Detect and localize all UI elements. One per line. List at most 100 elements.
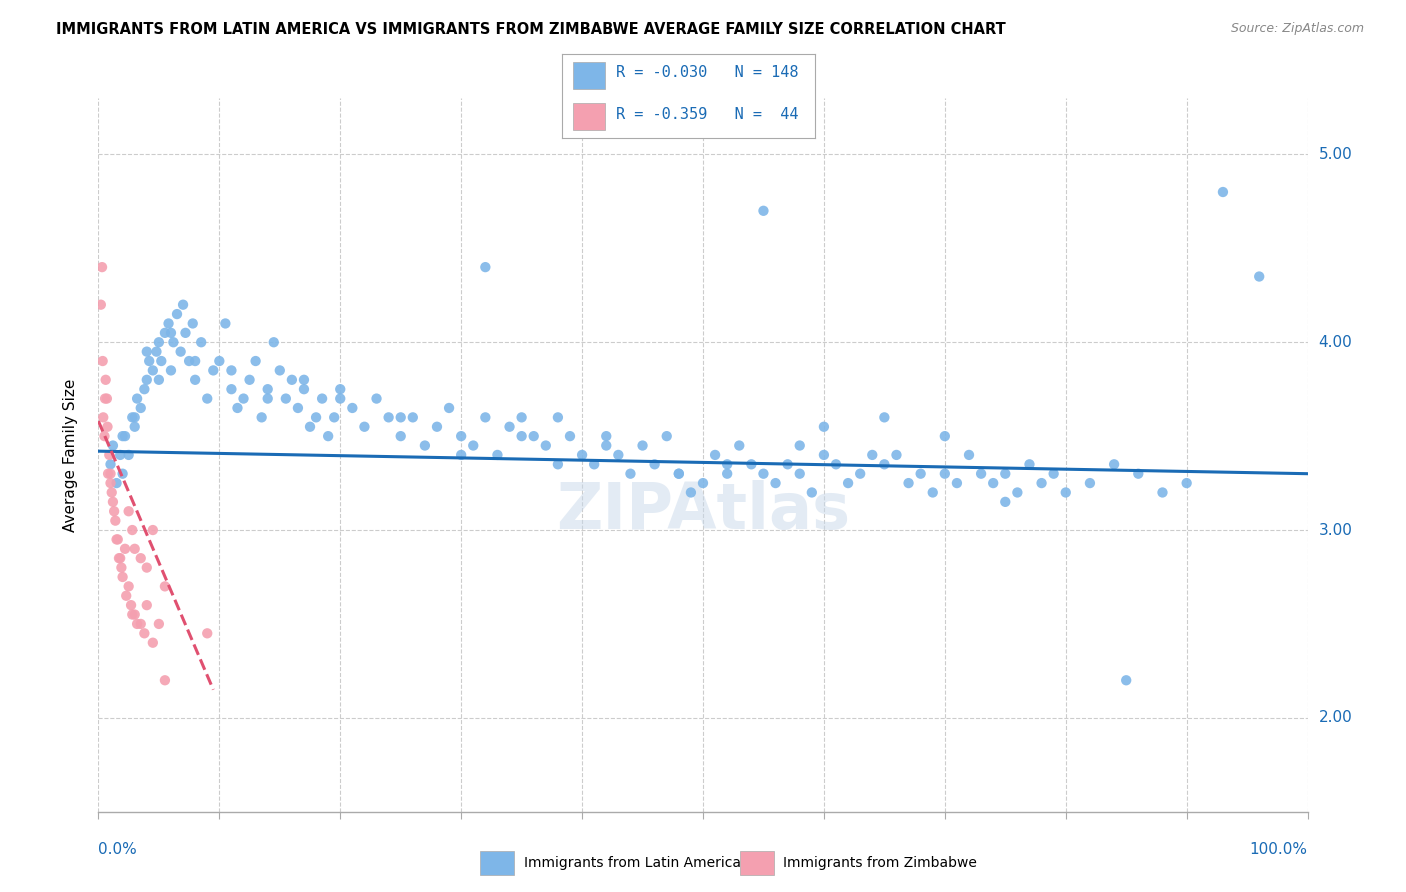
Point [740,458,762,472]
Point [426,419,449,434]
Point [166,307,188,321]
Point [245,354,267,368]
Point [837,476,859,491]
Point [107,533,129,547]
Point [94,392,117,406]
Point [91,354,114,368]
Point [281,373,304,387]
Point [886,448,908,462]
Point [377,410,399,425]
Point [752,203,775,218]
Point [292,382,315,396]
Point [534,438,557,452]
Text: 0.0%: 0.0% [98,842,138,857]
Point [595,438,617,452]
Point [135,560,157,574]
Point [110,560,132,574]
Point [873,458,896,472]
Point [101,495,124,509]
Point [148,616,170,631]
Point [153,326,176,340]
Point [752,467,775,481]
Point [160,326,183,340]
Point [510,429,533,443]
Point [957,448,980,462]
Point [1249,269,1271,284]
Text: IMMIGRANTS FROM LATIN AMERICA VS IMMIGRANTS FROM ZIMBABWE AVERAGE FAMILY SIZE CO: IMMIGRANTS FROM LATIN AMERICA VS IMMIGRA… [56,22,1005,37]
Point [184,354,207,368]
Point [765,476,787,491]
Point [305,410,328,425]
Point [100,467,122,481]
Point [148,373,170,387]
Point [195,626,218,640]
Point [221,363,243,377]
Point [910,467,932,481]
Point [547,410,569,425]
Point [153,579,176,593]
Point [105,533,128,547]
Point [104,514,127,528]
Point [1128,467,1150,481]
Point [474,410,496,425]
Point [256,392,278,406]
Point [813,448,835,462]
Point [214,317,236,331]
Point [595,429,617,443]
Point [256,382,278,396]
Point [250,410,273,425]
Point [221,382,243,396]
Point [96,392,118,406]
Point [704,448,727,462]
Point [450,448,472,462]
Bar [481,851,515,875]
Point [124,419,146,434]
Point [463,438,485,452]
Point [353,419,375,434]
Point [274,392,297,406]
Point [389,410,412,425]
Point [150,354,173,368]
Point [571,448,593,462]
Point [728,438,751,452]
Point [114,541,136,556]
Point [115,589,138,603]
Point [1212,185,1234,199]
Point [108,448,131,462]
Point [145,344,167,359]
Point [413,438,436,452]
Point [776,458,799,472]
Point [118,448,141,462]
Point [970,467,993,481]
Point [181,317,204,331]
Point [129,401,152,415]
Point [179,354,201,368]
Point [90,298,112,312]
Point [860,448,883,462]
Point [124,541,146,556]
Point [873,410,896,425]
Point [800,485,823,500]
Point [96,419,118,434]
Point [129,616,152,631]
Point [668,467,690,481]
Point [184,373,207,387]
Text: Immigrants from Zimbabwe: Immigrants from Zimbabwe [783,856,977,870]
Point [169,344,191,359]
Point [100,485,122,500]
Point [311,392,333,406]
Point [226,401,249,415]
Point [583,458,606,472]
Point [118,579,141,593]
Text: R = -0.030   N = 148: R = -0.030 N = 148 [616,64,799,79]
Point [1102,458,1125,472]
Point [692,476,714,491]
Point [138,354,160,368]
Point [135,344,157,359]
Point [157,317,180,331]
Point [934,429,956,443]
Point [789,438,811,452]
Point [631,438,654,452]
Point [129,551,152,566]
Point [946,476,969,491]
